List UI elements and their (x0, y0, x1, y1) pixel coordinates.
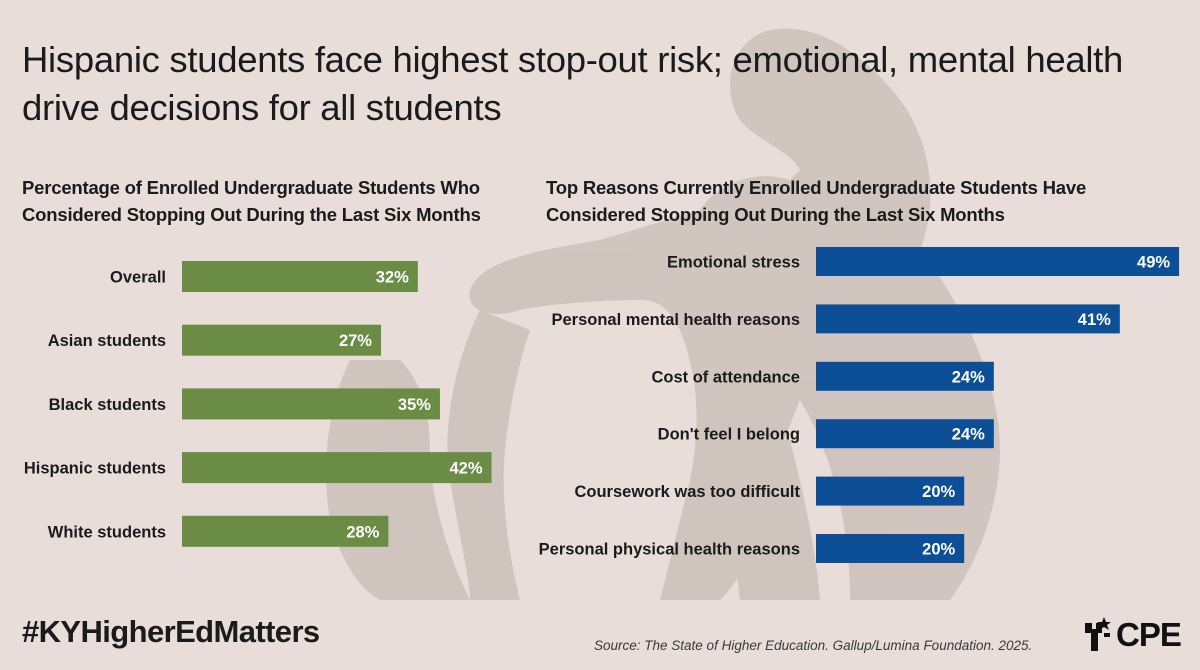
left-category-label: Black students (49, 396, 166, 414)
right-category-label: Cost of attendance (651, 368, 800, 386)
left-category-label: Hispanic students (24, 460, 166, 478)
right-value-label: 49% (1137, 254, 1170, 272)
right-chart-title: Top Reasons Currently Enrolled Undergrad… (546, 177, 1087, 225)
right-bar (816, 304, 1120, 334)
right-category-label: Coursework was too difficult (574, 483, 800, 501)
left-category-label: Asian students (48, 332, 166, 350)
left-bar (182, 388, 440, 420)
left-bar (182, 324, 381, 356)
left-bar (182, 515, 389, 547)
left-bar (182, 452, 492, 484)
right-bar (816, 247, 1180, 276)
left-value-label: 42% (450, 460, 483, 478)
right-category-label: Personal physical health reasons (539, 541, 800, 559)
page-title: Hispanic students face highest stop-out … (22, 39, 1123, 128)
hashtag: #KYHigherEdMatters (22, 614, 320, 649)
right-value-label: 41% (1078, 311, 1111, 329)
logo-text: CPE (1116, 616, 1182, 653)
left-category-label: White students (48, 523, 166, 541)
right-bar (816, 419, 994, 449)
left-chart-title: Percentage of Enrolled Undergraduate Stu… (22, 177, 481, 225)
left-value-label: 32% (376, 269, 409, 287)
right-value-label: 24% (952, 368, 985, 386)
source-note: Source: The State of Higher Education. G… (594, 638, 1033, 653)
right-category-label: Personal mental health reasons (551, 311, 800, 329)
right-bar (816, 476, 965, 506)
left-category-label: Overall (110, 269, 166, 287)
right-category-label: Emotional stress (667, 254, 800, 272)
right-value-label: 24% (952, 426, 985, 444)
left-value-label: 35% (398, 396, 431, 414)
left-bar (182, 261, 418, 292)
left-value-label: 28% (346, 523, 379, 541)
right-bar (816, 534, 965, 563)
right-value-label: 20% (922, 483, 955, 501)
right-category-label: Don't feel I belong (658, 426, 800, 444)
left-value-label: 27% (339, 332, 372, 350)
right-bar (816, 361, 994, 391)
right-value-label: 20% (922, 541, 955, 559)
cpe-logo: CPE (1082, 614, 1182, 656)
kentucky-star-icon (1085, 617, 1111, 651)
